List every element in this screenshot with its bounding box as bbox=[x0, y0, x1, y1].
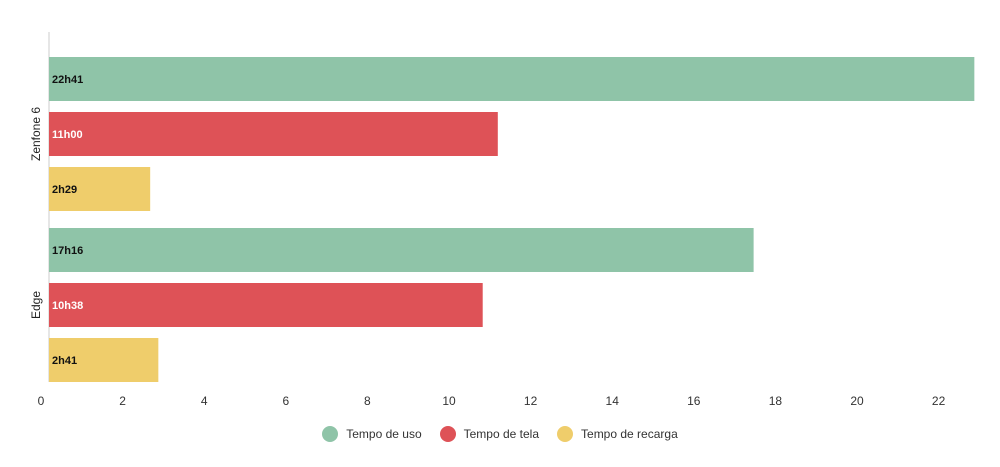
legend-item-usage[interactable]: Tempo de uso bbox=[322, 426, 422, 442]
x-tick-label: 18 bbox=[769, 394, 783, 408]
legend-label-usage: Tempo de uso bbox=[346, 427, 422, 441]
legend-item-recharge[interactable]: Tempo de recarga bbox=[557, 426, 678, 442]
bar-data-label: 17h16 bbox=[52, 245, 83, 257]
x-tick-label: 2 bbox=[119, 394, 126, 408]
bar bbox=[49, 283, 483, 327]
x-tick-label: 12 bbox=[524, 394, 538, 408]
bar bbox=[49, 167, 151, 211]
chart-plot: 0 2 4 6 8 10 12 14 16 18 20 22 22h41 11h00 2h29 Zenfone… bbox=[29, 32, 975, 408]
bar-data-label: 2h41 bbox=[52, 355, 77, 367]
legend-label-screen: Tempo de tela bbox=[463, 427, 540, 441]
x-tick-label: 22 bbox=[932, 394, 946, 408]
legend-swatch-usage bbox=[322, 426, 339, 442]
legend-item-screen[interactable]: Tempo de tela bbox=[439, 426, 540, 442]
bar-data-label: 22h41 bbox=[52, 74, 83, 86]
legend-swatch-recharge bbox=[557, 426, 574, 442]
bar-data-label: 10h38 bbox=[52, 300, 83, 312]
legend-swatch-screen bbox=[439, 426, 456, 442]
category-label: Edge bbox=[29, 291, 43, 319]
x-tick-label: 0 bbox=[38, 394, 45, 408]
bar bbox=[49, 228, 754, 272]
legend: Tempo de uso Tempo de tela Tempo de reca… bbox=[0, 426, 1000, 442]
bar-data-label: 11h00 bbox=[52, 129, 83, 141]
x-tick-label: 6 bbox=[282, 394, 289, 408]
x-tick-label: 16 bbox=[687, 394, 701, 408]
x-tick-label: 14 bbox=[606, 394, 620, 408]
bar bbox=[49, 57, 975, 101]
legend-label-recharge: Tempo de recarga bbox=[581, 427, 678, 441]
x-tick-label: 20 bbox=[850, 394, 864, 408]
bar-data-label: 2h29 bbox=[52, 184, 77, 196]
bar bbox=[49, 112, 498, 156]
x-tick-label: 4 bbox=[201, 394, 208, 408]
category-label: Zenfone 6 bbox=[29, 107, 43, 161]
x-tick-label: 10 bbox=[442, 394, 456, 408]
bar bbox=[49, 338, 159, 382]
x-tick-label: 8 bbox=[364, 394, 371, 408]
